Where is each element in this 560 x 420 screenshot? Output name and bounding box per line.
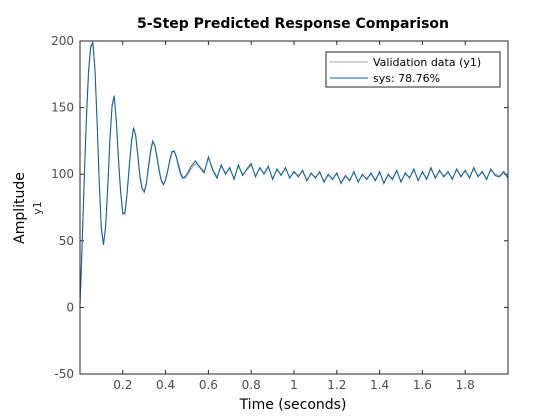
legend-entry-validation-data: Validation data (y1) — [373, 56, 481, 69]
output-channel-label: y1 — [31, 201, 44, 215]
legend-box — [325, 51, 501, 88]
y-tick-label: 0 — [66, 300, 74, 314]
x-tick-label: 1.4 — [370, 378, 389, 392]
x-tick-label: 1.2 — [327, 378, 346, 392]
plot-frame — [79, 40, 509, 375]
series-lines — [79, 40, 509, 308]
x-tick-label: 0.4 — [156, 378, 175, 392]
axis-ticks: 0.2 0.4 0.6 0.8 1 1.2 1.4 1.6 1.8 -50 0 50 100 150 200 — [51, 34, 508, 392]
y-axis-label: Amplitude — [12, 172, 28, 244]
x-tick-label: 0.6 — [199, 378, 218, 392]
legend-entry-sys: sys: 78.76% — [373, 72, 440, 85]
y-tick-label: 50 — [59, 234, 74, 248]
x-axis-label: Time (seconds) — [239, 397, 347, 413]
chart-title: 5-Step Predicted Response Comparison — [137, 16, 449, 32]
plot-area[interactable] — [80, 41, 508, 374]
x-tick-label: 0.2 — [113, 378, 132, 392]
y-tick-label: 100 — [51, 167, 74, 181]
y-tick-label: -50 — [54, 367, 74, 381]
x-tick-label: 1.6 — [413, 378, 432, 392]
legend[interactable]: Validation data (y1) sys: 78.76% — [325, 51, 501, 88]
x-tick-label: 1.8 — [456, 378, 475, 392]
y-tick-label: 150 — [51, 101, 74, 115]
x-tick-label: 1 — [290, 378, 298, 392]
series-sys-line — [79, 40, 509, 305]
x-tick-label: 0.8 — [242, 378, 261, 392]
y-tick-label: 200 — [51, 34, 74, 48]
